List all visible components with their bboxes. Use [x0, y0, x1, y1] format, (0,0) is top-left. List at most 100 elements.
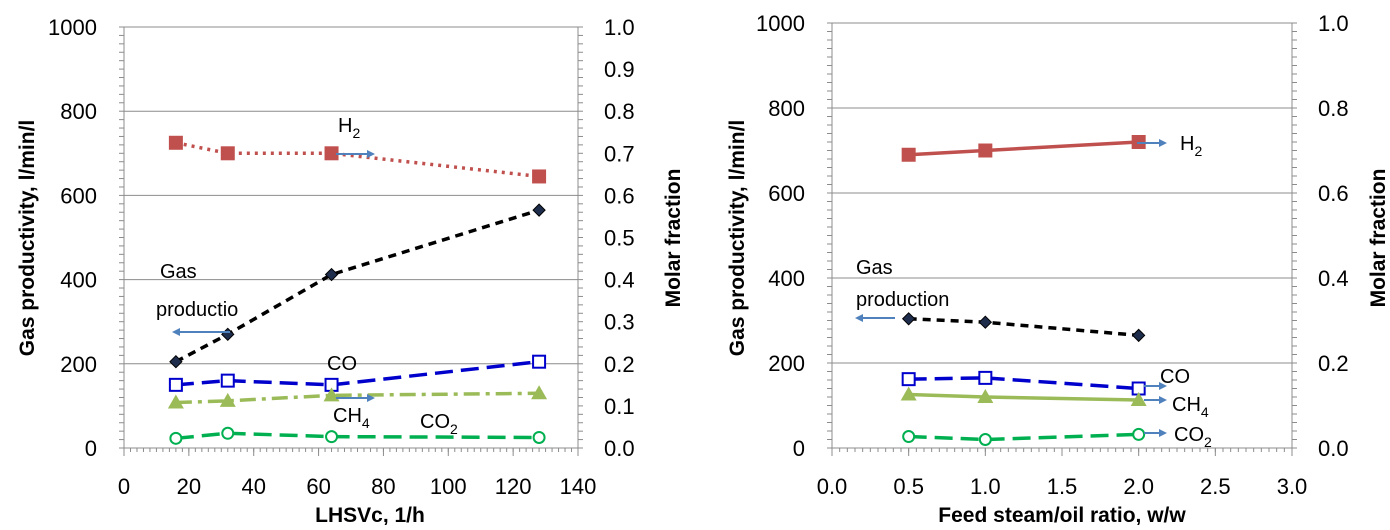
- chart-1-x-tick-label: 140: [560, 474, 597, 499]
- chart-2-y2-tick-label: 0.8: [1318, 96, 1349, 121]
- chart-2-series-co2-point: [902, 430, 916, 444]
- chart-1-y2-tick-label: 0.6: [604, 183, 635, 208]
- chart-1-label-ch4-sub: 4: [362, 415, 370, 431]
- chart-2-label-h2-sub: 2: [1194, 143, 1202, 159]
- chart-2-series-co-line: [908, 376, 1139, 391]
- chart-1-label-ch4-main: CH: [333, 405, 362, 427]
- chart-1-y2-tick-label: 0.5: [604, 226, 635, 251]
- chart-1-series-co2-point: [221, 426, 235, 440]
- chart-1-x-tick-label: 60: [306, 474, 330, 499]
- chart-2-series: [900, 135, 1147, 446]
- chart-2-series-co2-line: [908, 432, 1139, 442]
- chart-1-series-h2-point: [220, 146, 235, 161]
- chart-2-series-co2: [902, 427, 1146, 446]
- chart-1-label-gas: Gas: [160, 261, 197, 283]
- chart-2-series-h2-line: [908, 140, 1139, 157]
- chart-1-series-h2-point: [168, 135, 183, 150]
- chart-1-tick-labels: 020040060080010000.00.10.20.30.40.50.60.…: [48, 15, 635, 499]
- chart-2-series-h2-point: [978, 143, 993, 158]
- chart-2-x-axis-title: Feed steam/oil ratio, w/w: [938, 504, 1186, 525]
- chart-2-label-ch4: CH4: [1172, 394, 1209, 420]
- chart-1-y2-tick-label: 0.3: [604, 310, 635, 335]
- chart-1-label-h2: H2: [338, 115, 360, 141]
- chart-1-series-co2-point: [532, 430, 546, 444]
- chart-1-x-tick-label: 100: [430, 474, 467, 499]
- chart-2-y-axis-title: Gas productivity, l/min/l: [726, 120, 749, 357]
- chart-2-arrow-co2: [1144, 429, 1167, 437]
- chart-1-series-ch4: [167, 385, 548, 409]
- chart-2-series-h2-point: [901, 147, 916, 162]
- chart-2-y-tick-label: 0: [793, 436, 805, 461]
- chart-2-y-tick-label: 800: [768, 96, 805, 121]
- chart-1-y-tick-label: 0: [85, 436, 97, 461]
- chart-2-x-tick-label: 0.5: [893, 474, 924, 499]
- chart-1-label-co2-sub: 2: [450, 421, 458, 437]
- chart-2-y-tick-label: 200: [768, 351, 805, 376]
- chart-1-label-h2-main: H: [338, 115, 352, 137]
- chart-2-series-gas-production: [901, 312, 1146, 343]
- chart-1-series-ch4-line: [175, 391, 540, 405]
- chart-1-x-tick-label: 20: [177, 474, 201, 499]
- chart-2-label-gas: Gas: [856, 257, 893, 279]
- chart-2-series-co-point: [978, 370, 993, 385]
- chart-2-series-gas-production-line: [908, 317, 1139, 338]
- chart-2-x-tick-label: 1.0: [970, 474, 1001, 499]
- chart-1-series-h2-line: [175, 141, 540, 179]
- chart-2-series-co2-point: [1132, 427, 1146, 441]
- chart-2-tick-labels: 0 200 400 600 800 1000 0.0 0.2 0.4 0.6 0.8 1.0 0.0 0.…: [756, 11, 1349, 499]
- chart-1-label-co2-main: CO: [420, 411, 450, 433]
- chart-1-series-co-point: [168, 377, 183, 392]
- chart-2-y-tick-label: 1000: [756, 11, 805, 36]
- chart-2-x-tick-label: 1.5: [1047, 474, 1078, 499]
- chart-1-y-tick-label: 1000: [48, 15, 97, 40]
- chart-1-y2-tick-label: 0.9: [604, 57, 635, 82]
- chart-2-series-co-point: [901, 372, 916, 387]
- chart-1-series-co2-line: [175, 431, 540, 441]
- chart-2-label-ch4-sub: 4: [1201, 404, 1209, 420]
- chart-1-y-tick-label: 200: [60, 352, 97, 377]
- chart-1-series-co-point: [532, 354, 547, 369]
- chart-1-y2-tick-label: 0.8: [604, 99, 635, 124]
- chart-1-series-gas-productio: [169, 203, 546, 369]
- chart-2-axes: [827, 22, 1297, 456]
- chart-2-y-tick-label: 400: [768, 266, 805, 291]
- chart-2-arrow-ch4: [1144, 396, 1167, 404]
- chart-1-series-co2-point: [325, 430, 339, 444]
- chart-2-series-ch4-point: [900, 386, 917, 401]
- chart-2-series-ch4: [900, 386, 1147, 406]
- chart-1-series-co2-point: [169, 431, 183, 445]
- chart-1: 020040060080010000.00.10.20.30.40.50.60.…: [16, 15, 685, 527]
- chart-1-series-co: [168, 354, 547, 392]
- chart-1-arrow-gas-production: [172, 328, 230, 336]
- chart-2-gridlines: [832, 22, 1292, 364]
- chart-1-y2-axis-title: Molar fraction: [662, 169, 685, 308]
- chart-1-series-gas-productio-point: [324, 267, 339, 282]
- chart-2-series-co2-point: [978, 433, 992, 446]
- chart-2-y2-tick-label: 0.6: [1318, 181, 1349, 206]
- chart-2-label-co2: CO2: [1174, 424, 1212, 450]
- chart-2-series-ch4-line: [908, 392, 1139, 402]
- chart-1-series-gas-productio-point: [221, 327, 235, 342]
- chart-2-series-co: [901, 370, 1146, 396]
- chart-1-arrow-ch4: [336, 394, 375, 402]
- chart-1-gridlines: [124, 26, 578, 365]
- chart-1-y-axis-title: Gas productivity, l/min/l: [16, 120, 39, 357]
- chart-1-x-axis-title: LHSVc, 1/h: [315, 504, 425, 525]
- chart-1-y2-tick-label: 0.4: [604, 268, 635, 293]
- chart-1-series-gas-productio-point: [169, 354, 183, 369]
- chart-2-series-h2: [901, 135, 1146, 162]
- chart-1-series-gas-productio-line: [175, 208, 540, 364]
- chart-1-x-tick-label: 120: [495, 474, 532, 499]
- chart-1-y-tick-label: 600: [60, 183, 97, 208]
- chart-2: 0 200 400 600 800 1000 0.0 0.2 0.4 0.6 0.8 1.0 0.0 0.…: [726, 11, 1390, 527]
- chart-2-arrow-co: [1144, 382, 1167, 390]
- chart-2-label-production: production: [856, 289, 949, 311]
- chart-1-label-co2: CO2: [420, 411, 458, 437]
- chart-1-series-co-line: [175, 359, 540, 387]
- chart-2-label-ch4-main: CH: [1172, 394, 1201, 416]
- chart-1-series-h2-point: [324, 146, 339, 161]
- chart-1-series-h2: [168, 135, 547, 184]
- chart-2-label-co: CO: [1160, 366, 1190, 388]
- chart-2-label-co2-main: CO: [1174, 424, 1204, 446]
- chart-2-x-tick-label: 2.0: [1123, 474, 1154, 499]
